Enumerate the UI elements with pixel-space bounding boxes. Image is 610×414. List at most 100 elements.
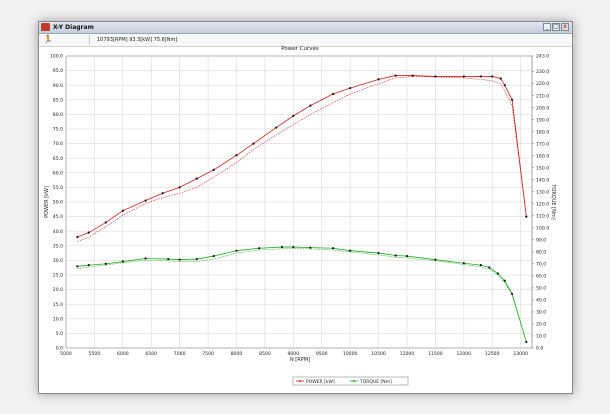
torque-data-point xyxy=(394,254,397,257)
y2-axis-label: TORQUE [Nm] xyxy=(550,183,556,219)
y2-tick-label: 120.0 xyxy=(536,201,549,207)
y-tick-label: 95.0 xyxy=(53,68,63,74)
y-tick-label: 65.0 xyxy=(53,156,63,162)
torque-data-point xyxy=(479,263,482,267)
x-tick-label: 7500 xyxy=(202,351,214,357)
y2-tick-label: 60.0 xyxy=(536,274,546,280)
power-data-point xyxy=(377,78,380,81)
legend: POWER [kW] TORQUE [Nm] xyxy=(292,376,409,386)
power-data-point xyxy=(161,192,164,195)
power-data-point xyxy=(235,154,238,157)
y-axis-label: POWER [kW] xyxy=(44,186,50,218)
torque-data-point xyxy=(511,292,514,296)
power-data-point xyxy=(121,209,124,212)
y-tick-label: 20.0 xyxy=(53,287,63,293)
torque-data-point xyxy=(167,257,170,261)
power-data-point xyxy=(491,75,494,78)
x-tick-label: 8500 xyxy=(259,351,271,357)
torque-data-point xyxy=(525,340,528,344)
torque-data-point xyxy=(503,279,506,282)
x-tick-label: 10000 xyxy=(343,351,358,357)
x-tick-label: 8000 xyxy=(231,351,243,357)
torque-data-point xyxy=(121,260,124,263)
y-tick-label: 60.0 xyxy=(53,170,63,176)
y-tick-label: 0.0 xyxy=(56,346,63,352)
y2-tick-label: 220.0 xyxy=(536,81,549,87)
power-data-point xyxy=(144,199,147,202)
x-tick-label: 5500 xyxy=(89,351,101,357)
app-icon xyxy=(41,23,50,31)
power-data-point xyxy=(411,74,414,77)
torque-data-point xyxy=(104,262,107,265)
power-data-point xyxy=(479,75,482,78)
torque-data-point xyxy=(309,246,312,249)
y-tick-label: 85.0 xyxy=(53,97,63,103)
y-tick-label: 90.0 xyxy=(53,83,63,89)
y2-tick-label: 0.0 xyxy=(536,346,543,352)
y2-tick-label: 100.0 xyxy=(536,225,549,231)
y-tick-label: 35.0 xyxy=(53,243,63,249)
x-tick-label: 9500 xyxy=(316,351,328,357)
y-tick-label: 40.0 xyxy=(53,229,63,235)
power-data-point xyxy=(511,98,514,101)
y-tick-label: 55.0 xyxy=(53,185,63,191)
torque-data-point xyxy=(377,251,380,255)
y-tick-label: 70.0 xyxy=(53,141,63,147)
x-tick-label: 13000 xyxy=(513,351,528,357)
torque-data-point xyxy=(258,247,261,250)
power-series-dashed-line xyxy=(77,76,527,242)
y2-tick-label: 190.0 xyxy=(536,117,549,123)
y2-tick-label: 90.0 xyxy=(536,237,546,243)
x-tick-label: 10500 xyxy=(371,351,386,357)
power-data-point xyxy=(503,84,506,87)
torque-data-point xyxy=(462,262,465,265)
cursor-readout: 10793[RPM] 93.3[kW] 75.6[Nm] xyxy=(97,37,178,43)
x-tick-label: 6500 xyxy=(145,351,157,357)
y-tick-label: 100.0 xyxy=(50,54,63,60)
torque-data-point xyxy=(144,257,147,260)
x-tick-label: 5000 xyxy=(60,351,72,357)
torque-data-point xyxy=(87,263,90,267)
power-data-point xyxy=(394,74,397,77)
legend-torque-label: TORQUE [Nm] xyxy=(359,379,392,385)
y-tick-label: 75.0 xyxy=(53,127,63,133)
torque-data-point xyxy=(212,254,215,258)
y2-tick-label: 70.0 xyxy=(536,261,546,267)
power-data-point xyxy=(76,235,79,239)
close-button[interactable]: x xyxy=(561,23,569,31)
power-data-point xyxy=(349,87,352,90)
torque-data-point xyxy=(349,249,352,252)
y-tick-label: 30.0 xyxy=(53,258,63,264)
y-tick-label: 10.0 xyxy=(53,316,63,322)
y2-tick-label: 50.0 xyxy=(536,286,546,292)
power-data-point xyxy=(462,75,465,78)
power-data-point xyxy=(104,221,107,224)
y2-tick-label: 130.0 xyxy=(536,189,549,195)
y2-tick-label: 40.0 xyxy=(536,298,546,304)
running-person-icon[interactable]: 🏃 xyxy=(43,35,53,44)
x-axis-label: N [RPM] xyxy=(290,357,310,363)
title-bar[interactable]: X-Y Diagram _ □ x xyxy=(39,22,572,34)
torque-data-point xyxy=(488,266,491,269)
y2-tick-label: 230.0 xyxy=(536,69,549,75)
x-tick-label: 6000 xyxy=(117,351,129,357)
legend-power-label: POWER [kW] xyxy=(306,379,335,385)
x-tick-label: 11500 xyxy=(428,351,443,357)
power-data-point xyxy=(252,142,255,145)
y2-tick-label: 110.0 xyxy=(536,213,549,219)
y-tick-label: 50.0 xyxy=(53,200,63,206)
y2-tick-label: 200.0 xyxy=(536,105,549,111)
maximize-button[interactable]: □ xyxy=(552,23,560,31)
y-tick-label: 5.0 xyxy=(56,331,63,337)
y2-tick-label: 20.0 xyxy=(536,322,546,328)
power-data-point xyxy=(434,75,437,78)
y2-tick-label: 30.0 xyxy=(536,310,546,316)
minimize-button[interactable]: _ xyxy=(543,23,551,31)
y2-tick-label: 10.0 xyxy=(536,334,546,340)
power-data-point xyxy=(331,92,335,96)
torque-data-point xyxy=(178,258,181,261)
y2-tick-label: 80.0 xyxy=(536,249,546,255)
y-tick-label: 80.0 xyxy=(53,112,63,118)
x-tick-label: 12500 xyxy=(485,351,500,357)
y2-tick-label: 170.0 xyxy=(536,141,549,147)
